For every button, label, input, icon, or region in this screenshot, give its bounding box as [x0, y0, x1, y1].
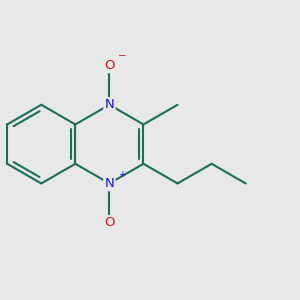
Text: N: N: [104, 177, 114, 190]
Text: N: N: [104, 98, 114, 111]
Text: O: O: [104, 216, 115, 229]
Text: −: −: [118, 51, 126, 61]
Text: O: O: [104, 59, 115, 72]
Text: +: +: [118, 170, 125, 179]
